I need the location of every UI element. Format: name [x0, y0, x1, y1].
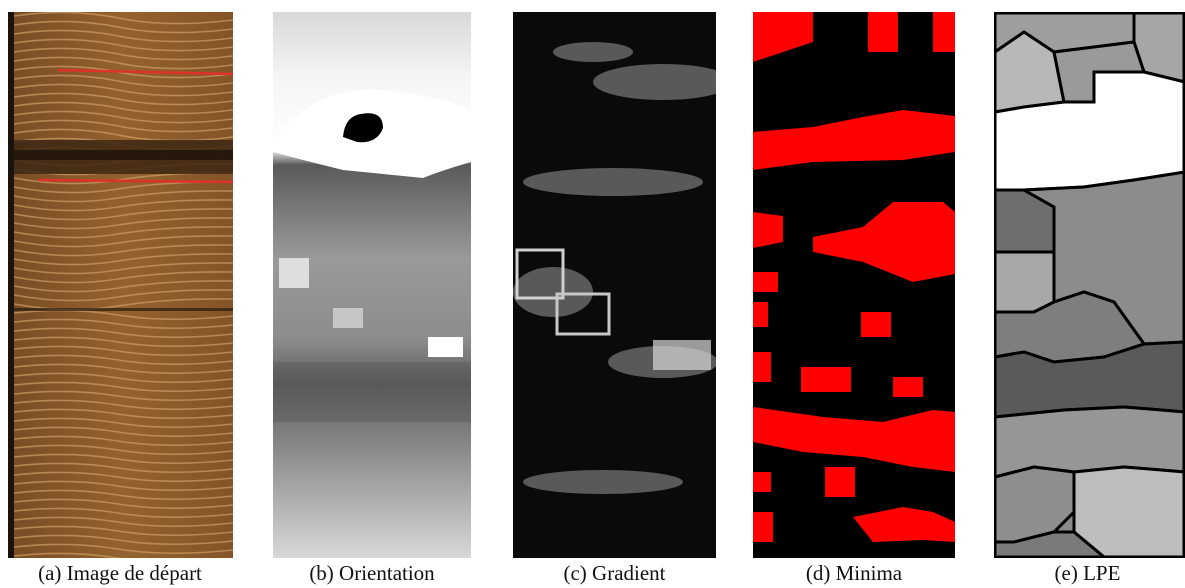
- wood-ring-line: [13, 83, 233, 97]
- wood-ring-line: [13, 101, 233, 115]
- panel-image-depart: [8, 12, 233, 558]
- wood-ring-line: [13, 271, 233, 284]
- wood-ring-line: [13, 92, 233, 106]
- wood-ring-line: [13, 363, 233, 375]
- wood-ring-line: [13, 453, 233, 465]
- wood-ring-line: [13, 262, 233, 275]
- wood-ring-line: [13, 345, 233, 357]
- wood-ring-line: [13, 253, 233, 266]
- orientation-image: [273, 12, 471, 558]
- wood-ring-line: [13, 444, 233, 456]
- wood-ring-line: [13, 280, 233, 293]
- wood-ring-line: [13, 417, 233, 429]
- panel-gradient: [513, 12, 716, 558]
- wood-ring-line: [13, 525, 233, 537]
- wood-ring-line: [13, 235, 233, 248]
- wood-ring-line: [13, 12, 233, 25]
- caption-image-depart: (a) Image de départ: [38, 561, 202, 585]
- wood-ring-line: [13, 543, 233, 555]
- minima-image: [753, 12, 955, 558]
- wood-ring-line: [13, 38, 233, 52]
- wood-ring-line: [13, 435, 233, 447]
- wood-ring-line: [13, 498, 233, 510]
- panel-lpe: [994, 12, 1185, 558]
- wood-ring-line: [13, 381, 233, 393]
- wood-ring-line: [13, 471, 233, 483]
- panel-orientation: [273, 12, 471, 558]
- caption-minima: (d) Minima: [805, 561, 903, 585]
- wood-ring-line: [13, 390, 233, 402]
- wood-ring-line: [13, 426, 233, 438]
- wood-ring-line: [13, 208, 233, 221]
- gradient-image: [513, 12, 716, 558]
- wood-ring-line: [13, 399, 233, 411]
- wood-ring-line: [13, 462, 233, 474]
- wood-ring-line: [13, 226, 233, 239]
- lpe-image: [994, 12, 1185, 558]
- caption-gradient: (c) Gradient: [563, 561, 666, 585]
- panel-minima: [753, 12, 955, 558]
- wood-ring-line: [13, 507, 233, 519]
- wood-ring-line: [13, 480, 233, 492]
- wood-ring-line: [13, 552, 124, 558]
- wood-ring-line: [13, 336, 233, 348]
- caption-lpe: (e) LPE: [1054, 561, 1121, 585]
- wood-ring-line: [13, 217, 233, 230]
- wood-ring-line: [13, 190, 233, 203]
- marker-line-top: [57, 68, 233, 76]
- wood-ring-line: [13, 29, 233, 43]
- wood-ring-line: [13, 408, 233, 420]
- wood-ring-line: [13, 489, 233, 501]
- wood-ring-line: [13, 47, 233, 61]
- wood-ring-line: [13, 372, 233, 384]
- wood-ring-line: [13, 289, 233, 302]
- wood-ring-line: [13, 199, 233, 212]
- wood-ring-line: [13, 56, 233, 70]
- wood-ring-line: [13, 327, 233, 339]
- wood-ring-line: [13, 516, 233, 528]
- wood-ring-line: [13, 534, 233, 546]
- wood-ring-line: [13, 244, 233, 257]
- wood-ring-line: [13, 20, 233, 34]
- wood-ring-line: [13, 318, 233, 330]
- caption-orientation: (b) Orientation: [309, 561, 435, 585]
- wood-ring-line: [13, 354, 233, 366]
- wood-ring-line: [13, 119, 233, 133]
- marker-line-bottom: [37, 178, 233, 184]
- wood-ring-line: [13, 74, 233, 88]
- wood-ring-line: [13, 110, 233, 124]
- wood-image: [8, 12, 233, 558]
